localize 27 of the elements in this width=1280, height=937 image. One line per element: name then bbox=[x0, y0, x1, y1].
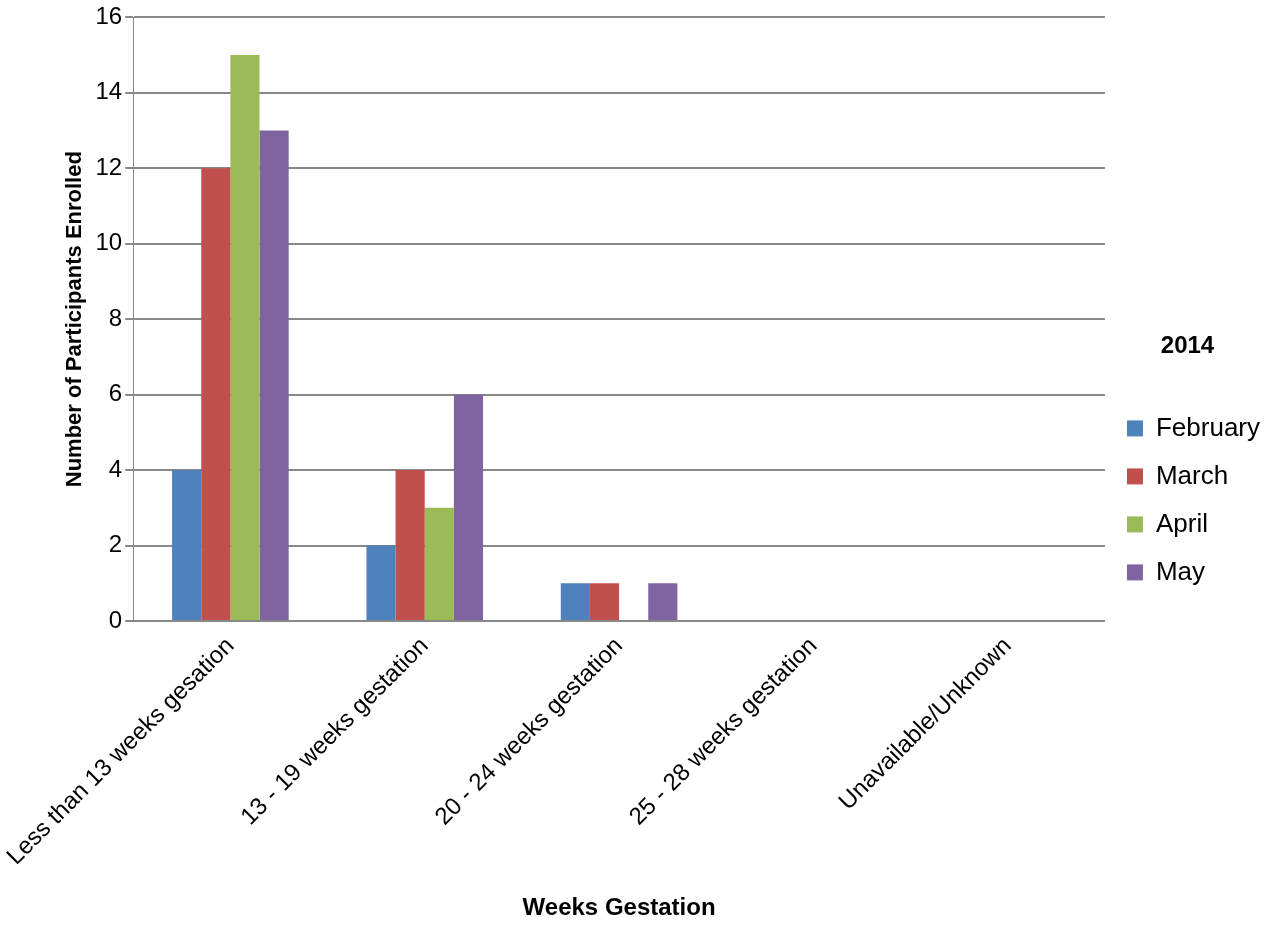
bar bbox=[230, 55, 260, 620]
legend-label: February bbox=[1155, 411, 1261, 442]
y-tick-label: 0 bbox=[108, 605, 123, 633]
y-tick-label: 4 bbox=[108, 454, 123, 482]
bar bbox=[201, 168, 231, 620]
y-tick-label: 10 bbox=[95, 228, 123, 256]
y-tick-label: 14 bbox=[95, 77, 123, 105]
legend-label: March bbox=[1155, 459, 1229, 490]
y-tick-label: 12 bbox=[95, 152, 123, 180]
y-tick-label: 6 bbox=[108, 379, 123, 407]
y-tick-label: 16 bbox=[95, 2, 123, 30]
legend-label: May bbox=[1155, 555, 1206, 586]
y-tick-label: 8 bbox=[108, 303, 123, 331]
bar bbox=[453, 394, 484, 620]
bar bbox=[560, 583, 590, 620]
bar bbox=[366, 545, 396, 620]
bar bbox=[589, 583, 620, 620]
y-tick-label: 2 bbox=[108, 530, 123, 558]
bar bbox=[395, 470, 425, 620]
bar bbox=[648, 583, 678, 620]
y-axis-title: Number of Participants Enrolled bbox=[61, 151, 87, 488]
legend-label: April bbox=[1155, 507, 1208, 538]
bar bbox=[172, 470, 202, 620]
x-axis-title: Weeks Gestation bbox=[522, 893, 716, 921]
bar bbox=[424, 507, 454, 620]
legend-title: 2014 bbox=[1160, 331, 1215, 359]
bar bbox=[259, 130, 289, 620]
